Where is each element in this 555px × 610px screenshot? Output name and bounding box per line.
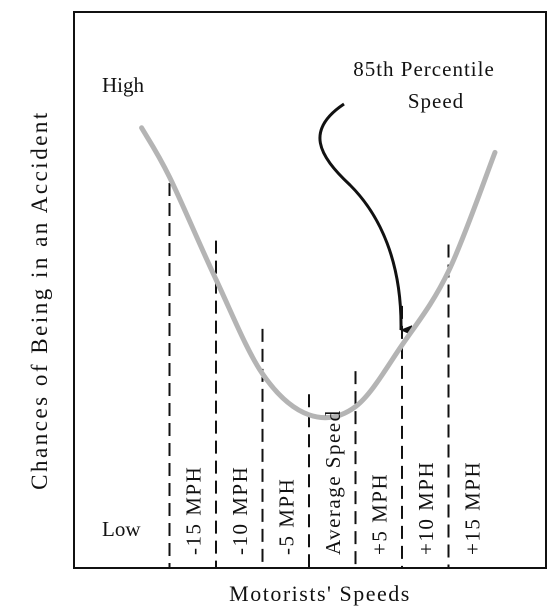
speed-category-label: -5 MPH bbox=[275, 478, 299, 555]
plot-frame bbox=[73, 11, 547, 569]
speed-category-label: +5 MPH bbox=[368, 473, 392, 555]
y-axis-label: Chances of Being in an Accident bbox=[27, 110, 52, 490]
speed-category-label: +10 MPH bbox=[414, 461, 438, 555]
annotation-line-1: 85th Percentile bbox=[353, 57, 495, 81]
x-axis-label: Motorists' Speeds bbox=[229, 581, 411, 606]
y-high-label: High bbox=[102, 73, 145, 97]
speed-category-label: +15 MPH bbox=[461, 461, 485, 555]
speed-category-label: Average Speed bbox=[321, 409, 345, 555]
speed-category-label: -10 MPH bbox=[228, 466, 252, 555]
annotation-arrow bbox=[318, 102, 413, 336]
speed-category-label: -15 MPH bbox=[182, 466, 206, 555]
y-low-label: Low bbox=[102, 517, 141, 541]
annotation-line-2: Speed bbox=[408, 89, 464, 113]
accident-chance-curve bbox=[139, 125, 498, 421]
